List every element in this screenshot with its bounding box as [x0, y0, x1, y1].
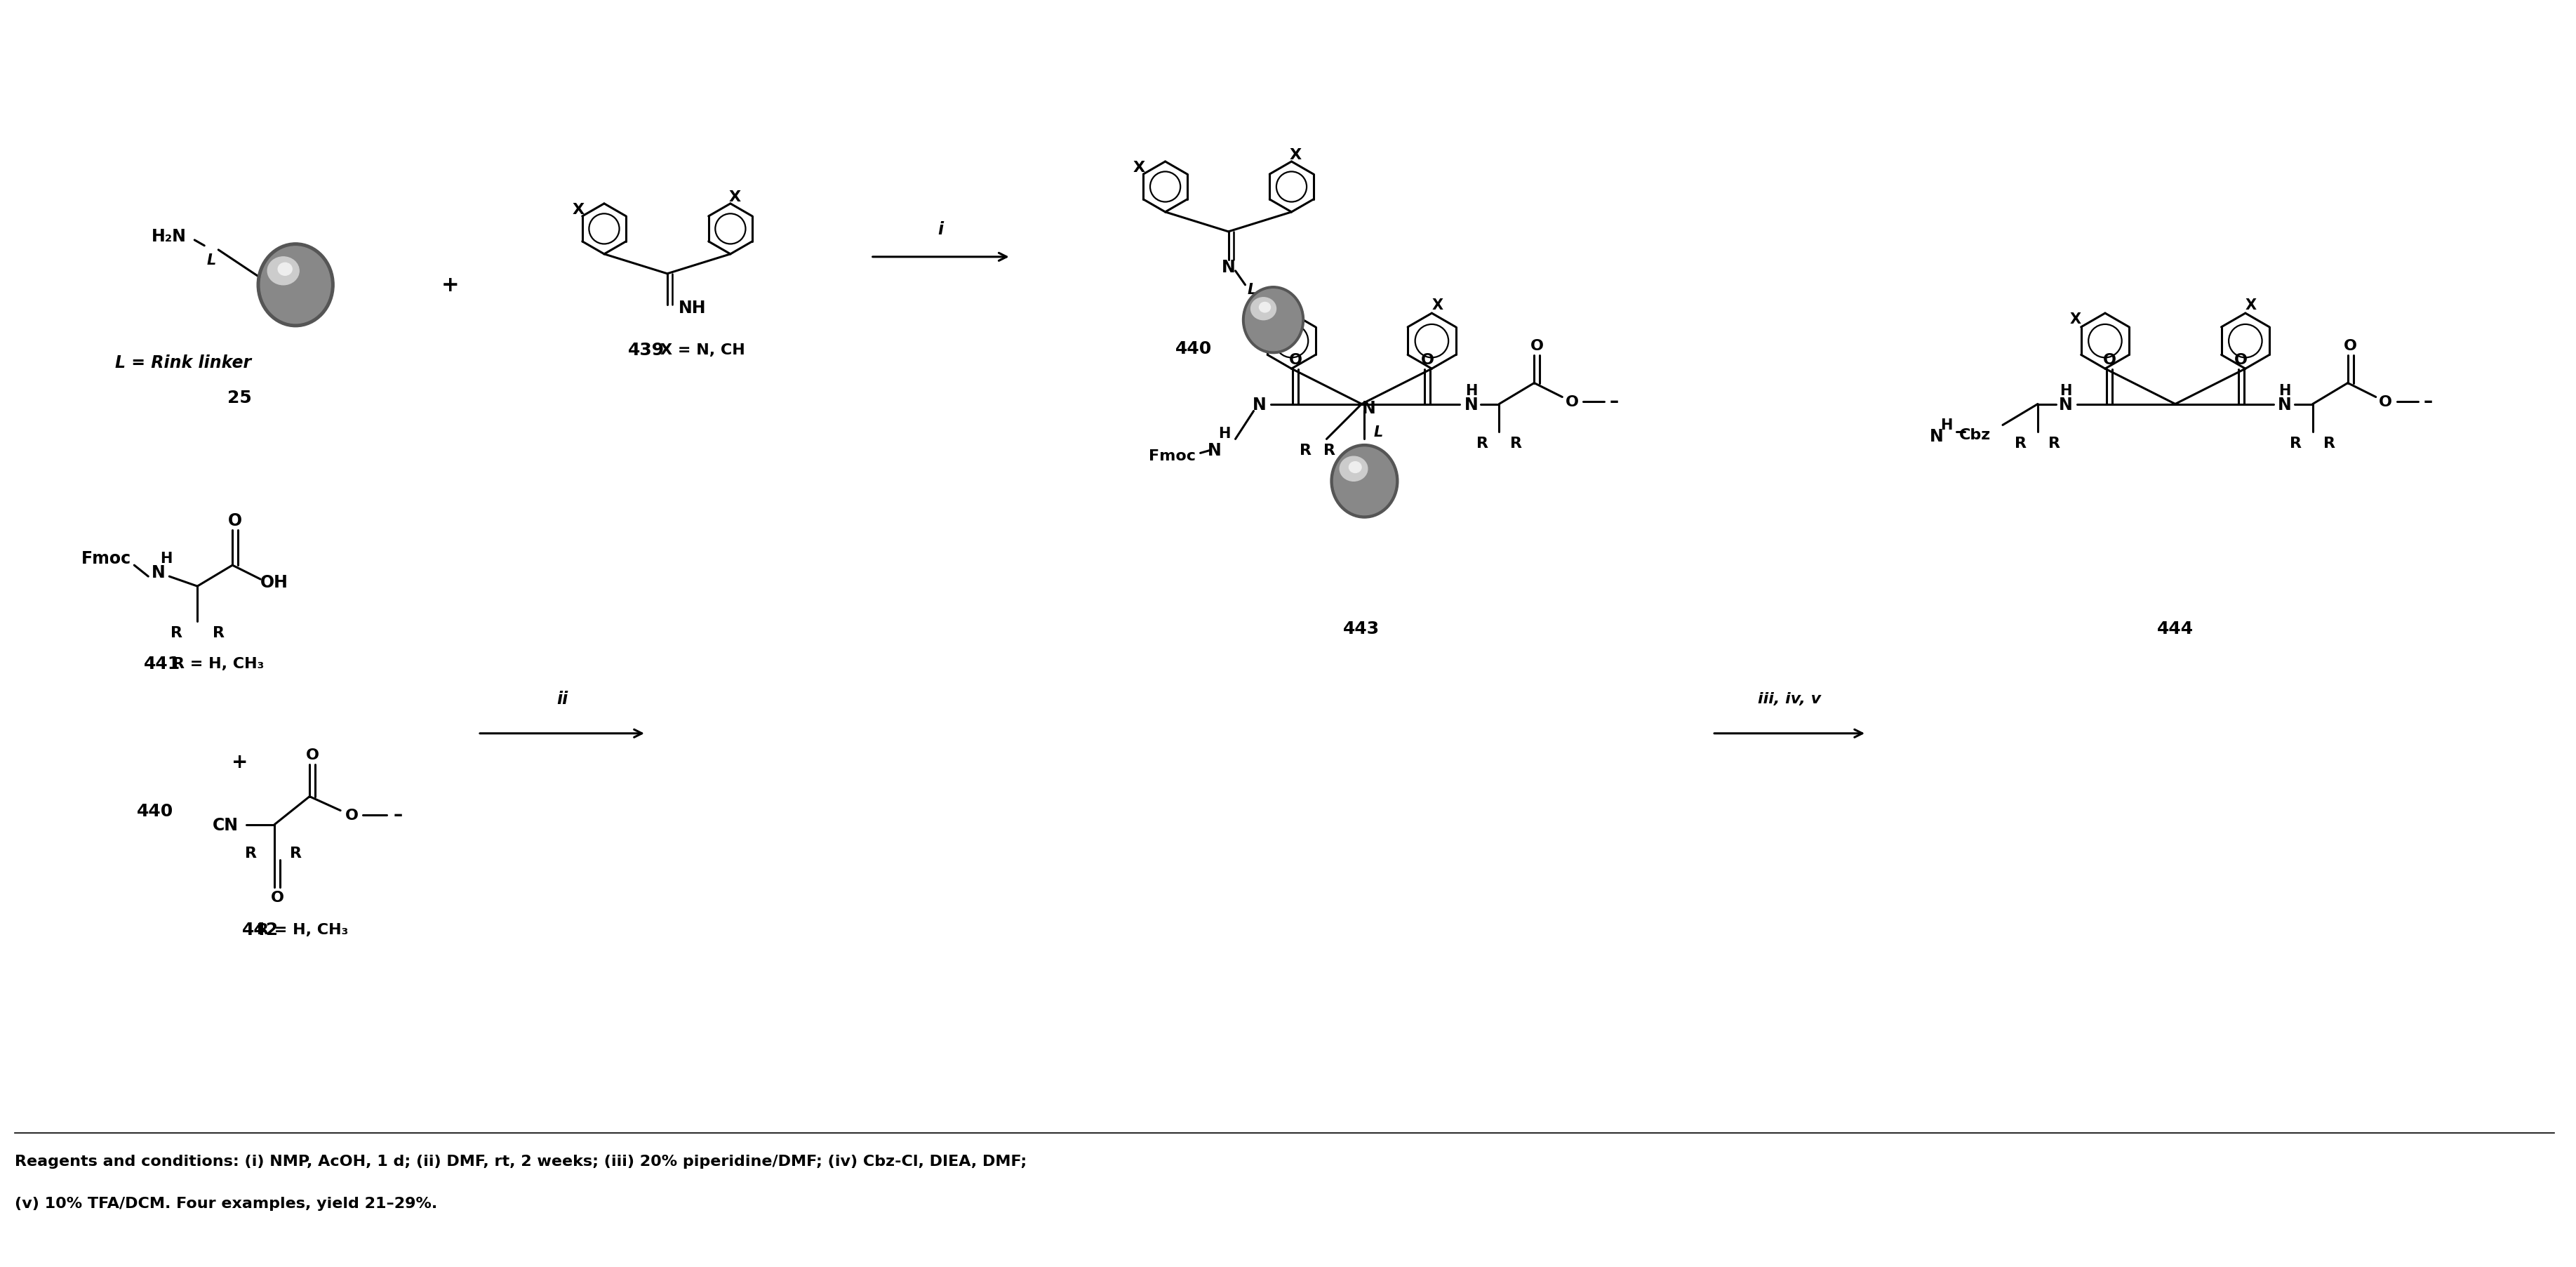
Text: –: – [1610, 393, 1618, 411]
Ellipse shape [278, 264, 291, 276]
Text: 440: 440 [137, 802, 173, 820]
Text: N: N [1208, 442, 1221, 459]
Text: O: O [345, 808, 358, 822]
Text: H: H [2280, 384, 2290, 398]
Text: 25: 25 [227, 389, 252, 405]
Text: O: O [1422, 352, 1435, 366]
Text: 440: 440 [1175, 340, 1211, 357]
Text: X: X [1257, 312, 1267, 326]
Text: –: – [394, 806, 402, 824]
Text: O: O [2102, 352, 2115, 366]
Text: R: R [245, 846, 258, 860]
Text: X: X [2069, 312, 2081, 326]
Text: N: N [1363, 400, 1376, 417]
Text: +: + [440, 275, 459, 295]
Text: N: N [2277, 397, 2293, 413]
Text: 442: 442 [242, 921, 278, 939]
Text: O: O [1530, 338, 1543, 352]
Text: N: N [1221, 258, 1236, 275]
Text: R = H, CH₃: R = H, CH₃ [173, 656, 265, 670]
Text: Fmoc: Fmoc [1149, 450, 1195, 464]
Text: O: O [307, 748, 319, 761]
Text: L = Rink linker: L = Rink linker [116, 353, 252, 371]
Text: H: H [160, 551, 173, 565]
Text: R: R [2290, 437, 2303, 451]
Text: L: L [1247, 283, 1257, 296]
Text: R: R [1476, 437, 1489, 451]
Text: O: O [270, 891, 283, 905]
Ellipse shape [1340, 457, 1368, 481]
Text: i: i [938, 220, 943, 238]
Text: R: R [289, 846, 301, 860]
Text: 439: 439 [629, 341, 665, 359]
Text: H: H [1940, 418, 1953, 432]
Text: L: L [206, 253, 216, 267]
Text: 444: 444 [2156, 620, 2195, 637]
Ellipse shape [1329, 445, 1399, 518]
Text: R: R [2048, 437, 2061, 451]
Text: H: H [1218, 427, 1231, 441]
Text: X: X [729, 190, 742, 204]
Ellipse shape [1260, 303, 1270, 313]
Text: 443: 443 [1342, 620, 1381, 637]
Text: N: N [1463, 397, 1479, 413]
Text: H: H [2061, 384, 2071, 398]
Text: O: O [2344, 338, 2357, 352]
Ellipse shape [1334, 447, 1396, 516]
Text: R: R [2324, 437, 2336, 451]
Text: CN: CN [211, 816, 240, 834]
Text: ii: ii [556, 691, 567, 707]
Text: iii, iv, v: iii, iv, v [1757, 692, 1821, 706]
Text: NH: NH [677, 299, 706, 317]
Text: +: + [232, 751, 247, 772]
Text: X: X [1291, 148, 1301, 162]
Text: 441: 441 [144, 655, 180, 672]
Text: R: R [1510, 437, 1522, 451]
Ellipse shape [1252, 298, 1275, 321]
Text: R: R [170, 626, 183, 640]
Ellipse shape [260, 247, 330, 324]
Ellipse shape [268, 257, 299, 285]
Text: N: N [1929, 428, 1945, 445]
Text: O: O [229, 512, 242, 530]
Text: R = H, CH₃: R = H, CH₃ [258, 922, 348, 936]
Text: O: O [2380, 394, 2393, 409]
Ellipse shape [1244, 290, 1301, 351]
Text: H₂N: H₂N [152, 228, 188, 245]
Text: X: X [1432, 298, 1443, 312]
Ellipse shape [258, 243, 335, 327]
Text: X = N, CH: X = N, CH [659, 343, 744, 357]
Text: H: H [1466, 384, 1476, 398]
Text: X: X [572, 203, 585, 217]
Text: Fmoc: Fmoc [82, 550, 131, 566]
Text: N: N [2058, 397, 2074, 413]
Ellipse shape [1242, 286, 1303, 353]
Text: (v) 10% TFA/DCM. Four examples, yield 21–29%.: (v) 10% TFA/DCM. Four examples, yield 21… [15, 1196, 438, 1210]
Text: Cbz: Cbz [1958, 428, 1991, 442]
Text: X: X [2246, 298, 2257, 312]
Text: –: – [2424, 393, 2432, 411]
Text: R: R [211, 626, 224, 640]
Text: X: X [1133, 161, 1146, 175]
Text: R: R [2014, 437, 2027, 451]
Text: R: R [1324, 443, 1334, 457]
Text: N: N [1252, 397, 1267, 413]
Ellipse shape [1350, 462, 1360, 473]
Text: Reagents and conditions: (i) NMP, AcOH, 1 d; (ii) DMF, rt, 2 weeks; (iii) 20% pi: Reagents and conditions: (i) NMP, AcOH, … [15, 1154, 1028, 1168]
Text: R: R [1298, 443, 1311, 457]
Text: O: O [2233, 352, 2249, 366]
Text: O: O [1566, 394, 1579, 409]
Text: O: O [1288, 352, 1303, 366]
Text: N: N [152, 564, 165, 582]
Text: L: L [1373, 426, 1383, 440]
Text: OH: OH [260, 574, 289, 590]
